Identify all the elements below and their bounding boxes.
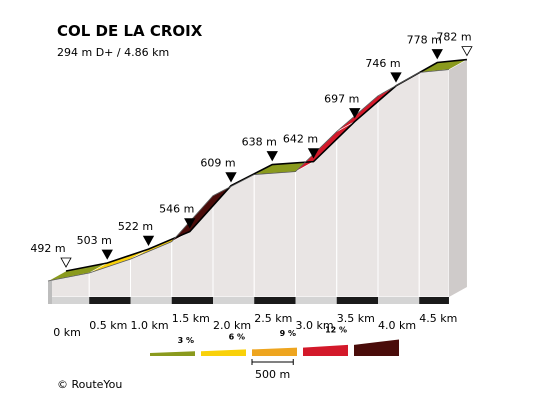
base-stripe xyxy=(419,297,449,304)
elevation-label: 697 m xyxy=(324,93,359,106)
elevation-marker-hollow xyxy=(461,46,473,57)
legend-gradient-label: 3 % xyxy=(178,336,194,345)
elevation-marker xyxy=(266,151,278,162)
elevation-label: 778 m xyxy=(407,34,442,47)
base-stripe xyxy=(171,297,213,304)
base-stripe xyxy=(254,297,296,304)
distance-tick-label: 4.0 km xyxy=(378,319,416,332)
distance-tick-label: 1.5 km xyxy=(172,312,210,325)
elevation-marker xyxy=(390,72,402,83)
profile-start-cap xyxy=(48,281,52,304)
routeyou-credit: © RouteYou xyxy=(57,378,122,391)
elevation-label: 492 m xyxy=(30,242,65,255)
legend-gradient-swatch xyxy=(201,349,246,356)
elevation-marker xyxy=(101,249,113,260)
legend-gradient-swatch xyxy=(150,351,195,356)
elevation-label: 609 m xyxy=(200,157,235,170)
elevation-marker xyxy=(349,108,361,119)
legend-gradient-label: 9 % xyxy=(280,329,296,338)
distance-tick-label: 2.5 km xyxy=(254,312,292,325)
scale-bar-label: 500 m xyxy=(255,368,290,381)
elevation-label: 782 m xyxy=(436,31,471,44)
elevation-label: 522 m xyxy=(118,220,153,233)
profile-base-bar xyxy=(48,297,449,304)
distance-tick-label: 0.5 km xyxy=(89,319,127,332)
elevation-marker xyxy=(225,172,237,183)
distance-tick-label: 3.5 km xyxy=(337,312,375,325)
chart-title: COL DE LA CROIX xyxy=(57,22,203,40)
elevation-label: 638 m xyxy=(242,136,277,149)
profile-wall-segment xyxy=(418,69,450,298)
legend-gradient-swatch xyxy=(252,347,297,356)
base-stripe xyxy=(336,297,378,304)
legend-gradient-swatch xyxy=(303,344,348,356)
chart-subtitle: 294 m D+ / 4.86 km xyxy=(57,46,169,59)
profile-wall-segment xyxy=(377,71,420,298)
profile-wall-segment xyxy=(253,171,296,298)
elevation-marker xyxy=(307,148,320,159)
elevation-label: 546 m xyxy=(159,203,194,216)
distance-tick-label: 3.0 km xyxy=(295,319,333,332)
elevation-marker xyxy=(431,49,443,60)
legend-gradient-label: 12 % xyxy=(325,326,347,335)
elevation-label: 503 m xyxy=(77,234,112,247)
elevation-label: 746 m xyxy=(365,57,400,70)
distance-tick-label: 1.0 km xyxy=(130,319,168,332)
elevation-marker xyxy=(184,218,196,229)
legend-gradient-swatch xyxy=(354,339,399,356)
profile-end-cap xyxy=(448,59,467,298)
distance-tick-label: 0 km xyxy=(53,326,81,339)
elevation-marker-hollow xyxy=(60,257,72,268)
distance-tick-label: 4.5 km xyxy=(419,312,457,325)
elevation-marker xyxy=(142,235,155,246)
distance-tick-label: 2.0 km xyxy=(213,319,251,332)
elevation-label: 642 m xyxy=(283,133,318,146)
base-stripe xyxy=(89,297,131,304)
profile-front-edge xyxy=(47,69,449,282)
legend-gradient-label: 6 % xyxy=(229,333,245,342)
